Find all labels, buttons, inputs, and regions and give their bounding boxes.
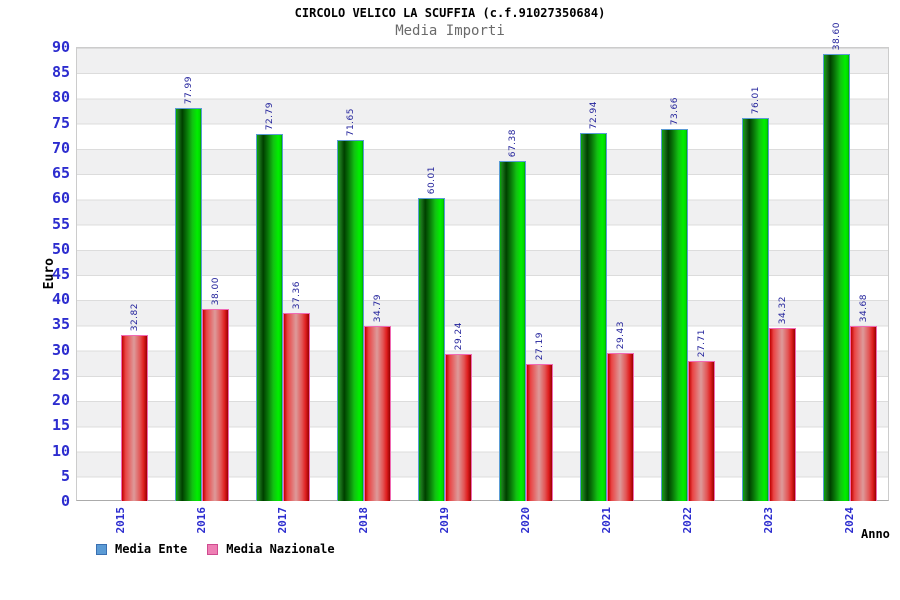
bar-media-ente-2022	[661, 129, 688, 501]
bar-value-label-media-ente-2020: 67.38	[507, 128, 518, 157]
bar-value-label-media-nazionale-2017: 37.36	[291, 280, 302, 309]
bar-value-label-media-ente-2024: 38.60	[831, 21, 842, 50]
bar-media-nazionale-2015	[121, 335, 148, 501]
bar-media-ente-2016	[175, 108, 202, 501]
bar-value-label-media-ente-2019: 60.01	[426, 165, 437, 194]
chart-title: CIRCOLO VELICO LA SCUFFIA (c.f.910273506…	[294, 6, 606, 20]
x-axis-tick-label: 2017	[276, 507, 289, 534]
y-axis-tick-label: 90	[51, 38, 70, 56]
bar-media-ente-2019	[418, 198, 445, 501]
y-axis-tick-label: 35	[51, 315, 70, 334]
y-axis-tick-label: 55	[51, 214, 70, 233]
y-axis-tick-label: 25	[51, 365, 70, 384]
bar-value-label-media-nazionale-2021: 29.43	[615, 320, 626, 349]
bar-media-nazionale-2018	[364, 326, 391, 501]
y-axis-tick-label: 60	[51, 189, 70, 208]
chart-subtitle: Media Importi	[395, 23, 505, 39]
legend: Media Ente Media Nazionale	[96, 542, 355, 556]
y-axis-tick-label: 0	[60, 492, 70, 510]
legend-swatch-media-nazionale	[207, 543, 219, 555]
y-axis-tick-label: 10	[51, 441, 70, 460]
x-axis-tick-label: 2023	[762, 507, 775, 534]
bar-media-ente-2023	[742, 118, 769, 501]
bar-value-label-media-nazionale-2022: 27.71	[696, 328, 707, 357]
bar-value-label-media-ente-2022: 73.66	[669, 96, 680, 125]
bar-value-label-media-nazionale-2023: 34.32	[777, 295, 788, 324]
x-axis-tick-label: 2021	[600, 507, 613, 534]
y-axis-tick-label: 50	[51, 239, 70, 258]
bar-media-ente-2024	[823, 54, 850, 501]
legend-swatch-media-ente	[96, 543, 107, 555]
bar-value-label-media-nazionale-2024: 34.68	[858, 293, 869, 322]
y-axis-tick-label: 65	[51, 164, 70, 183]
bar-value-label-media-nazionale-2018: 34.79	[372, 293, 383, 322]
bar-value-label-media-ente-2016: 77.99	[183, 75, 194, 104]
bar-value-label-media-nazionale-2016: 38.00	[210, 276, 221, 305]
y-axis-tick-label: 85	[51, 63, 70, 82]
bar-media-nazionale-2023	[769, 328, 796, 501]
y-axis-tick-label: 15	[51, 416, 70, 435]
x-axis-tick-label: 2015	[114, 507, 127, 534]
y-axis-tick-label: 40	[51, 290, 70, 309]
x-axis-tick-label: 2018	[357, 507, 370, 534]
bar-media-nazionale-2024	[850, 326, 877, 501]
x-axis-tick-label: 2024	[843, 507, 856, 534]
bar-media-nazionale-2020	[526, 364, 553, 501]
x-axis-tick-label: 2016	[195, 507, 208, 534]
x-axis-tick-label: 2019	[438, 507, 451, 534]
bar-media-ente-2017	[256, 134, 283, 501]
legend-label-media-ente: Media Ente	[115, 542, 188, 556]
bar-media-ente-2021	[580, 133, 607, 501]
y-axis-tick-label: 45	[51, 265, 70, 283]
y-axis-tick-label: 70	[51, 138, 70, 157]
y-axis-tick-label: 30	[51, 340, 70, 359]
bar-media-ente-2020	[499, 161, 526, 501]
y-axis-tick-label: 75	[51, 113, 70, 132]
bar-media-nazionale-2019	[445, 354, 472, 501]
legend-label-media-nazionale: Media Nazionale	[226, 542, 335, 556]
bar-value-label-media-nazionale-2015: 32.82	[129, 302, 140, 331]
x-axis-tick-label: 2022	[681, 507, 694, 534]
y-axis-tick-label: 5	[60, 466, 70, 485]
bar-value-label-media-nazionale-2019: 29.24	[453, 321, 464, 350]
bar-value-label-media-ente-2021: 72.94	[588, 100, 599, 129]
bar-media-nazionale-2017	[283, 313, 310, 501]
bar-media-ente-2018	[337, 140, 364, 501]
bar-media-nazionale-2022	[688, 361, 715, 501]
bar-value-label-media-ente-2017: 72.79	[264, 101, 275, 130]
bar-media-nazionale-2021	[607, 353, 634, 501]
y-axis-tick-label: 20	[51, 391, 70, 410]
bar-value-label-media-ente-2018: 71.65	[345, 107, 356, 136]
bar-value-label-media-ente-2023: 76.01	[750, 85, 761, 114]
bar-value-label-media-nazionale-2020: 27.19	[534, 331, 545, 360]
x-axis-tick-label: 2020	[519, 507, 532, 534]
bar-media-nazionale-2016	[202, 309, 229, 501]
x-axis-title: Anno	[861, 527, 890, 541]
y-axis-tick-label: 80	[51, 88, 70, 107]
